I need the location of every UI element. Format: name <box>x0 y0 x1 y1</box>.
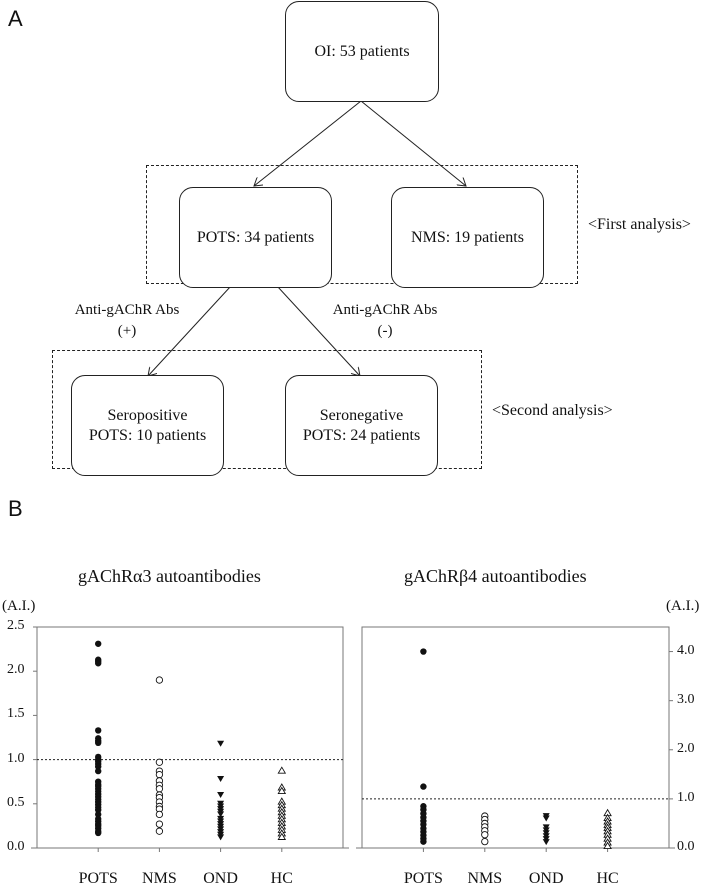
chart-right-ylabel: (A.I.) <box>666 598 700 614</box>
y-tick-label: 3.0 <box>677 691 695 707</box>
y-tick-label: 2.0 <box>7 662 25 678</box>
y-tick-label: 0.0 <box>677 839 695 854</box>
chart-left-ylabel: (A.I.) <box>2 598 36 614</box>
y-tick-label: 2.0 <box>677 740 695 756</box>
box-pots: POTS: 34 patients <box>179 187 332 288</box>
box-oi: OI: 53 patients <box>285 1 439 102</box>
box-seropositive: Seropositive POTS: 10 patients <box>71 375 224 476</box>
x-category-label: POTS <box>403 870 443 886</box>
x-category-label: POTS <box>78 870 118 886</box>
y-tick-label: 1.5 <box>7 706 25 722</box>
y-tick-label: 1.0 <box>7 750 25 766</box>
x-category-label: NMS <box>467 870 503 886</box>
pos-label-2: (+) <box>117 323 137 339</box>
first-analysis-label: <First analysis> <box>588 216 691 233</box>
panel-label-a: A <box>8 6 23 31</box>
x-category-label: HC <box>270 870 293 886</box>
y-tick-label: 4.0 <box>677 642 695 658</box>
box-nms: NMS: 19 patients <box>391 187 544 288</box>
y-tick-label: 1.0 <box>677 789 695 805</box>
neg-label-2: (-) <box>377 323 393 339</box>
x-category-label: HC <box>596 870 619 886</box>
y-tick-label: 2.5 <box>7 618 25 633</box>
x-category-label: OND <box>528 870 564 886</box>
y-tick-label: 0.0 <box>7 839 25 854</box>
neg-label-1: Anti-gAChR Abs <box>332 302 438 318</box>
box-pots-label: POTS: 34 patients <box>196 228 315 246</box>
second-analysis-label: <Second analysis> <box>492 402 613 419</box>
box-nms-label: NMS: 19 patients <box>411 228 524 246</box>
x-category-label: NMS <box>142 870 177 886</box>
seronegative-line2: POTS: 24 patients <box>302 426 421 444</box>
seropositive-line1: Seropositive <box>107 406 188 424</box>
first-analysis-frame <box>146 165 578 284</box>
pos-label-1: Anti-gAChR Abs <box>74 302 180 318</box>
box-oi-label: OI: 53 patients <box>314 42 410 60</box>
second-analysis-frame <box>52 350 482 469</box>
chart-right-title: gAChRβ4 autoantibodies <box>404 566 587 586</box>
panel-label-b: B <box>8 496 23 521</box>
box-seronegative: Seronegative POTS: 24 patients <box>285 375 438 476</box>
y-tick-label: 0.5 <box>7 794 25 810</box>
x-category-label: OND <box>203 870 238 886</box>
seropositive-line2: POTS: 10 patients <box>88 426 207 444</box>
chart-left-title: gAChRα3 autoantibodies <box>78 566 261 586</box>
seronegative-line1: Seronegative <box>319 406 404 424</box>
